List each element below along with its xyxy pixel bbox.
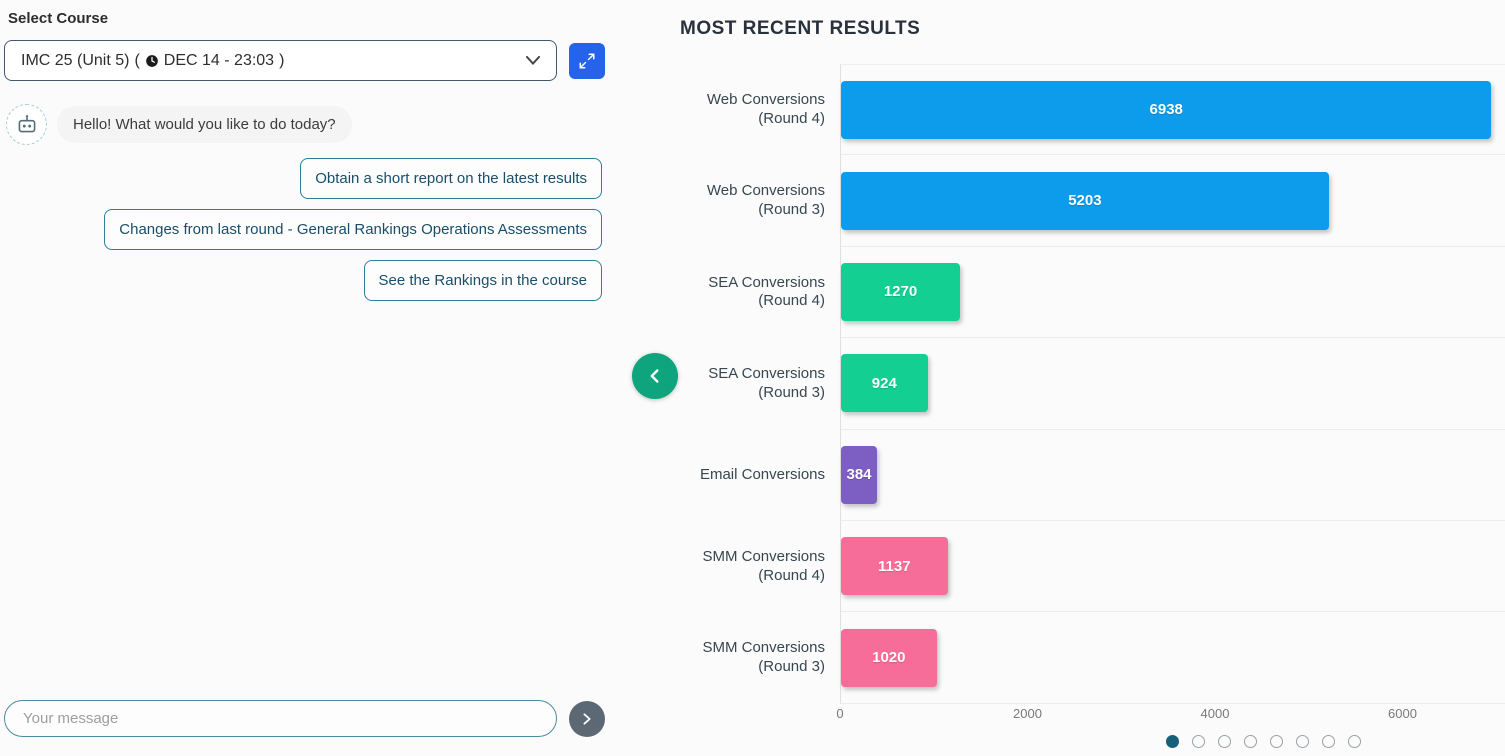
course-time-close-paren: ) — [279, 51, 285, 69]
send-icon — [579, 711, 595, 727]
bar-category-label: Email Conversions — [699, 465, 825, 483]
bar-track: 1020 — [840, 612, 1505, 704]
bar-track: 6938 — [840, 64, 1505, 156]
x-tick-label: 2000 — [1013, 706, 1042, 721]
bar-track: 1137 — [840, 520, 1505, 613]
bar-value: 1270 — [883, 283, 918, 301]
suggestion-button[interactable]: Changes from last round - General Rankin… — [104, 209, 602, 250]
bar: 384 — [841, 445, 877, 504]
bar-category-label: SEA Conversions (Round 4) — [708, 273, 825, 310]
chart-row: Email Conversions 384 — [680, 429, 1505, 521]
bar-category-label: Web Conversions (Round 3) — [706, 182, 825, 219]
bot-message: Hello! What would you like to do today? — [57, 106, 352, 143]
chart-row: SMM Conversions (Round 4) 1137 — [680, 520, 1505, 613]
bar-track: 1270 — [840, 246, 1505, 339]
bar-value: 1020 — [872, 649, 906, 667]
bar: 1137 — [841, 537, 948, 596]
chart-row: SMM Conversions (Round 3) 1020 — [680, 612, 1505, 704]
bar-category-label: SMM Conversions (Round 4) — [702, 547, 825, 584]
bar: 6938 — [841, 80, 1492, 139]
course-name: IMC 25 (Unit 5) — [21, 51, 130, 69]
chart-row: Web Conversions (Round 3) 5203 — [680, 155, 1505, 247]
bar-category-label: SEA Conversions (Round 3) — [708, 365, 825, 401]
bar-track: 384 — [840, 429, 1505, 521]
bar-track: 5203 — [840, 155, 1505, 247]
bar: 1270 — [841, 262, 961, 321]
bar: 924 — [841, 354, 928, 413]
suggestion-button[interactable]: See the Rankings in the course — [363, 260, 602, 301]
bot-message-row: Hello! What would you like to do today? — [6, 104, 352, 145]
x-tick-label: 6000 — [1388, 706, 1417, 721]
bar-value: 1137 — [878, 557, 911, 575]
chart-row: Web Conversions (Round 4) 6938 — [680, 64, 1505, 156]
bar: 1020 — [841, 628, 937, 687]
bot-avatar — [6, 104, 47, 145]
pagination-dot[interactable] — [1270, 735, 1283, 748]
pagination-dot[interactable] — [1348, 735, 1361, 748]
chevron-down-icon — [526, 56, 540, 65]
results-panel: MOST RECENT RESULTS Web Conversions (Rou… — [680, 0, 1505, 756]
course-dropdown[interactable]: IMC 25 (Unit 5) ( DEC 14 - 23:03 ) — [4, 40, 557, 81]
course-time-open-paren: ( — [134, 51, 140, 69]
robot-icon — [14, 112, 40, 138]
pagination-dot[interactable] — [1296, 735, 1309, 748]
pagination-dot[interactable] — [1244, 735, 1257, 748]
bar-category-label: Web Conversions (Round 4) — [706, 90, 825, 127]
results-title: MOST RECENT RESULTS — [680, 18, 921, 39]
pagination-dot[interactable] — [1218, 735, 1231, 748]
expand-button[interactable] — [569, 42, 605, 79]
bar-track: 924 — [840, 338, 1505, 430]
x-tick-label: 4000 — [1200, 706, 1230, 721]
bar-chart: Web Conversions (Round 4) 6938 Web Convers… — [680, 64, 1505, 704]
suggestion-list: Obtain a short report on the latest resu… — [0, 158, 602, 301]
course-dropdown-value: IMC 25 (Unit 5) ( DEC 14 - 23:03 ) — [21, 52, 284, 70]
bar-value: 384 — [846, 466, 872, 484]
message-input[interactable] — [4, 700, 557, 737]
course-selector-row: IMC 25 (Unit 5) ( DEC 14 - 23:03 ) — [4, 40, 605, 81]
chart-row: SEA Conversions (Round 3) 924 — [680, 338, 1505, 430]
suggestion-button[interactable]: Obtain a short report on the latest resu… — [300, 158, 602, 199]
bar-value: 924 — [871, 374, 897, 392]
bar-value: 6938 — [1149, 101, 1183, 119]
chat-panel: Select Course IMC 25 (Unit 5) ( DEC 14 -… — [0, 0, 640, 756]
expand-arrows-icon — [578, 52, 596, 70]
pagination-dot[interactable] — [1322, 735, 1335, 748]
send-button[interactable] — [569, 700, 605, 737]
pagination-dot[interactable] — [1192, 735, 1205, 748]
x-axis: 0 2000 4000 6000 — [836, 704, 1480, 724]
x-tick-label: 0 — [836, 706, 844, 721]
pagination-dots — [1166, 735, 1361, 748]
chart-row: SEA Conversions (Round 4) 1270 — [680, 246, 1505, 339]
message-input-row — [4, 700, 605, 737]
clock-icon — [145, 54, 159, 68]
course-time: DEC 14 - 23:03 — [163, 51, 275, 69]
course-select-label: Select Course — [8, 10, 109, 27]
bar-category-label: SMM Conversions (Round 3) — [702, 639, 825, 676]
bar-value: 5203 — [1068, 192, 1102, 210]
chevron-left-icon — [644, 365, 666, 387]
bar: 5203 — [841, 171, 1329, 230]
pagination-dot-active[interactable] — [1166, 735, 1179, 748]
collapse-panel-button[interactable] — [632, 353, 678, 399]
